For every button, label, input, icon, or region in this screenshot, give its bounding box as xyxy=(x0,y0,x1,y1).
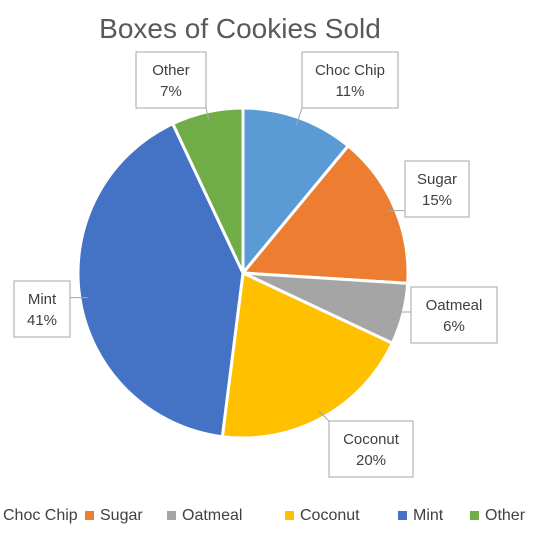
data-labels: Choc Chip 11% Sugar 15% Oatmeal 6% Coconut 20% M… xyxy=(13,51,498,478)
legend-item-choc-chip: Choc Chip xyxy=(3,507,78,524)
data-label-value-sugar: 15% xyxy=(422,192,452,209)
callout-box-choc-chip xyxy=(301,51,399,109)
slice-coconut xyxy=(220,270,395,440)
data-label-value-choc-chip: 11% xyxy=(336,83,365,100)
callout-box-mint xyxy=(13,280,71,338)
leader-line-other xyxy=(205,107,210,120)
data-label-value-oatmeal: 6% xyxy=(443,318,465,335)
data-label-category-coconut: Coconut xyxy=(343,431,400,448)
data-label-category-sugar: Sugar xyxy=(417,171,457,188)
callout-box-sugar xyxy=(404,160,470,218)
callout-box-other xyxy=(135,51,207,109)
data-label-value-mint: 41% xyxy=(27,312,57,329)
legend-swatch-oatmeal xyxy=(167,511,176,520)
callout-box-oatmeal xyxy=(410,286,498,344)
chart-title: Boxes of Cookies Sold xyxy=(99,13,381,44)
legend-item-other: Other xyxy=(485,507,526,524)
slice-sugar xyxy=(239,143,410,285)
pie-slices xyxy=(76,106,410,440)
legend-swatch-sugar xyxy=(85,511,94,520)
legend-item-coconut: Coconut xyxy=(300,507,360,524)
data-label-value-other: 7% xyxy=(160,83,182,100)
legend-item-sugar: Sugar xyxy=(100,507,143,524)
legend-swatch-mint xyxy=(398,511,407,520)
data-label-category-choc-chip: Choc Chip xyxy=(315,62,385,79)
data-label-category-oatmeal: Oatmeal xyxy=(426,297,483,314)
callout-box-coconut xyxy=(328,420,414,478)
slice-mint xyxy=(76,121,245,439)
legend: Choc Chip Sugar Oatmeal Coconut Mint Other xyxy=(3,507,526,524)
data-label-category-mint: Mint xyxy=(28,291,57,308)
legend-swatch-other xyxy=(470,511,479,520)
legend-item-oatmeal: Oatmeal xyxy=(182,507,242,524)
leader-line-coconut xyxy=(318,410,330,422)
data-label-category-other: Other xyxy=(152,62,190,79)
legend-swatch-coconut xyxy=(285,511,294,520)
leader-line-choc-chip xyxy=(295,107,303,126)
data-label-value-coconut: 20% xyxy=(356,452,386,469)
legend-item-mint: Mint xyxy=(413,507,444,524)
